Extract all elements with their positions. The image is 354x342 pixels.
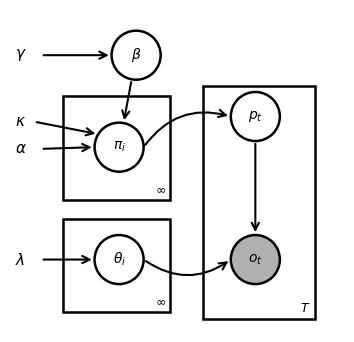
Text: $\infty$: $\infty$ [155, 183, 166, 196]
Text: $\infty$: $\infty$ [155, 295, 166, 308]
Text: $o_t$: $o_t$ [248, 252, 263, 267]
Bar [63, 96, 170, 200]
Bar [63, 219, 170, 312]
Circle shape [95, 235, 144, 284]
Circle shape [95, 123, 144, 172]
Text: $\pi_i$: $\pi_i$ [113, 140, 126, 154]
Text: $T$: $T$ [301, 302, 311, 315]
Bar [202, 86, 315, 319]
Text: $\beta$: $\beta$ [131, 46, 141, 64]
Text: $\alpha$: $\alpha$ [15, 141, 27, 156]
Text: $\lambda$: $\lambda$ [15, 252, 25, 267]
Text: $\gamma$: $\gamma$ [15, 47, 27, 63]
Text: $\kappa$: $\kappa$ [15, 114, 26, 129]
Text: $\theta_i$: $\theta_i$ [113, 251, 126, 268]
Circle shape [231, 235, 280, 284]
Circle shape [231, 92, 280, 141]
Text: $p_t$: $p_t$ [248, 109, 263, 124]
Circle shape [112, 31, 161, 80]
